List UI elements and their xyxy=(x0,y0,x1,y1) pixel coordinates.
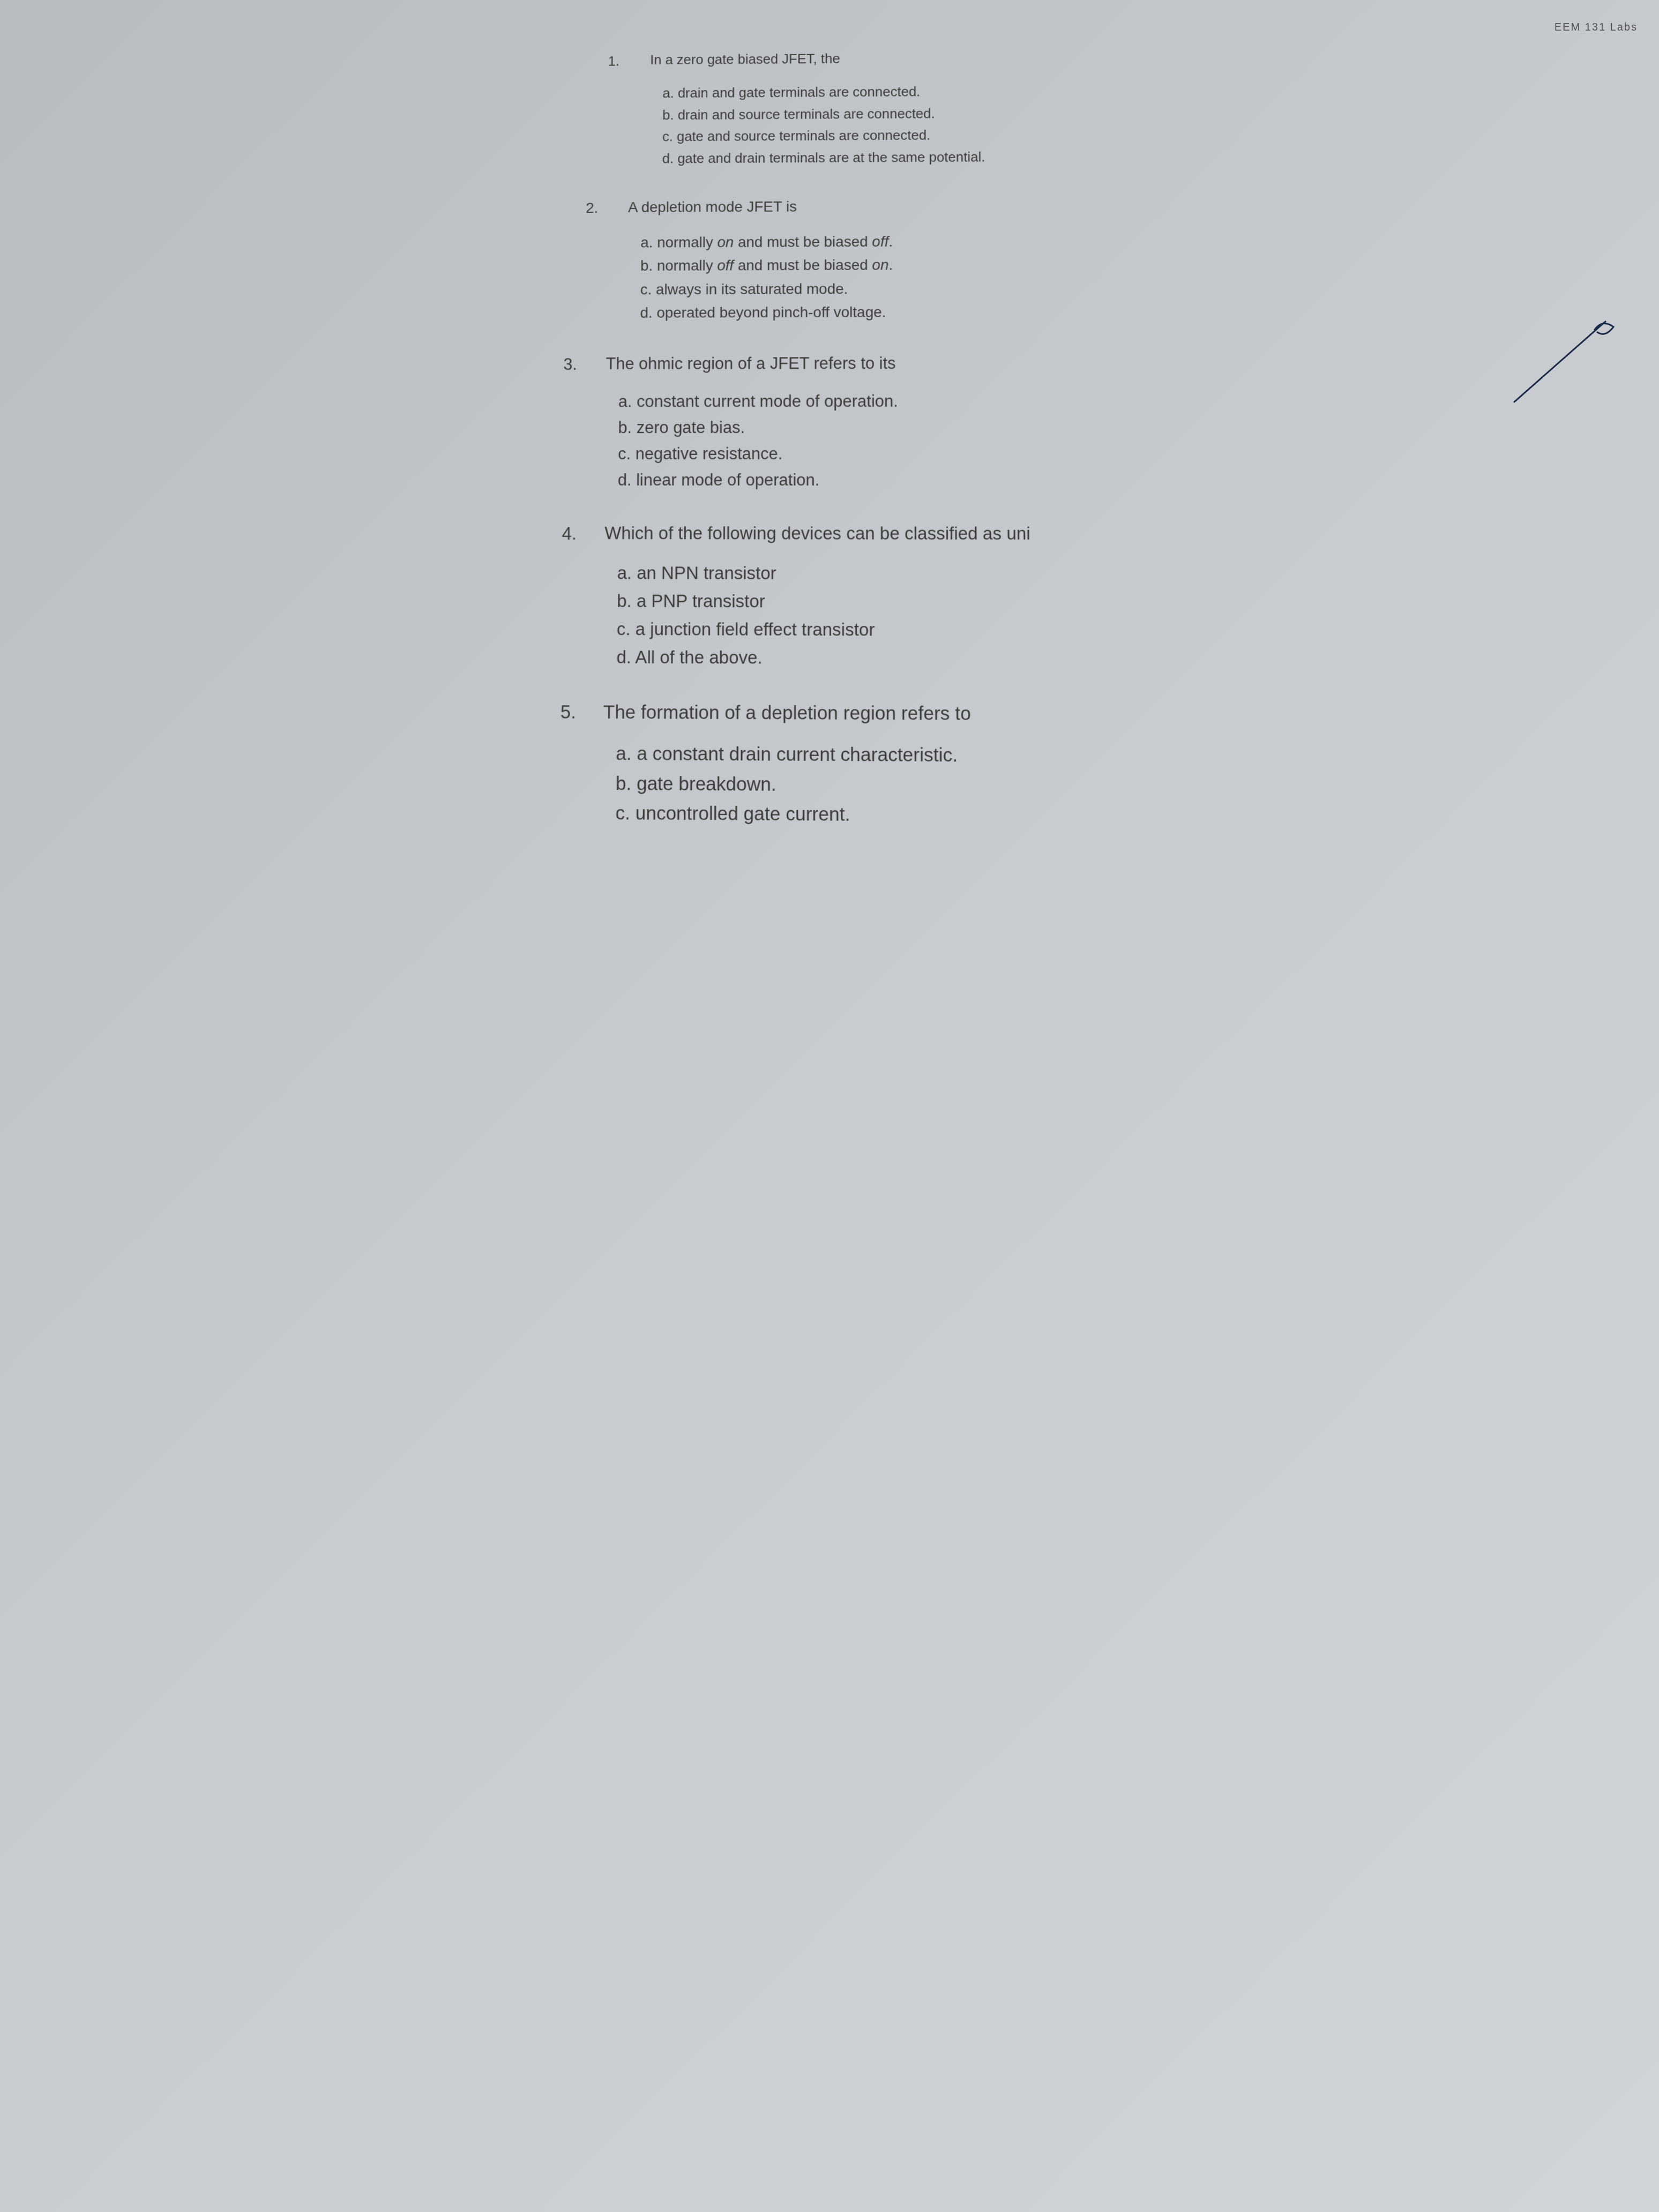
question-number: 1. xyxy=(608,51,651,70)
question-number: 2. xyxy=(586,197,628,216)
option-c: c. gate and source terminals are connect… xyxy=(662,125,1096,147)
question-content: A depletion mode JFET is a. normally on … xyxy=(627,195,1098,326)
option-a: a. a constant drain current characterist… xyxy=(616,740,1101,770)
question-stem: In a zero gate biased JFET, the xyxy=(650,48,1095,69)
pen-stroke xyxy=(1514,322,1613,402)
question-block: 4. Which of the following devices can be… xyxy=(561,521,1101,674)
question-block: 2. A depletion mode JFET is a. normally … xyxy=(564,195,1097,326)
question-block: 3. The ohmic region of a JFET refers to … xyxy=(562,352,1099,495)
option-c: c. a junction field effect transistor xyxy=(617,616,1101,644)
option-d: d. linear mode of operation. xyxy=(618,468,1099,492)
option-a: a. an NPN transistor xyxy=(617,560,1100,587)
question-options: a. drain and gate terminals are connecte… xyxy=(649,81,1096,169)
questions-page: 1. In a zero gate biased JFET, the a. dr… xyxy=(559,48,1102,833)
option-c: c. uncontrolled gate current. xyxy=(615,800,1102,831)
option-b: b. a PNP transistor xyxy=(617,588,1100,615)
option-b: b. gate breakdown. xyxy=(616,770,1102,801)
question-content: Which of the following devices can be cl… xyxy=(603,521,1101,674)
option-d: d. gate and drain terminals are at the s… xyxy=(662,147,1096,169)
header-fragment: EEM 131 Labs xyxy=(11,21,1648,34)
option-b: b. zero gate bias. xyxy=(618,415,1098,440)
option-a: a. constant current mode of operation. xyxy=(618,389,1098,414)
page-container: EEM 131 Labs 1. In a zero gate biased JF… xyxy=(11,21,1648,826)
question-stem: Which of the following devices can be cl… xyxy=(604,521,1100,546)
question-block: 1. In a zero gate biased JFET, the a. dr… xyxy=(565,48,1096,171)
question-number: 3. xyxy=(563,353,606,374)
question-stem: A depletion mode JFET is xyxy=(628,195,1097,217)
question-block: 5. The formation of a depletion region r… xyxy=(559,699,1102,833)
option-a: a. normally on and must be biased off. xyxy=(640,230,1097,253)
option-c: c. negative resistance. xyxy=(618,442,1099,466)
question-stem: The formation of a depletion region refe… xyxy=(603,699,1101,727)
option-b: b. drain and source terminals are connec… xyxy=(662,103,1096,125)
question-content: The formation of a depletion region refe… xyxy=(602,699,1102,833)
question-options: a. normally on and must be biased off. b… xyxy=(627,230,1098,324)
question-number: 4. xyxy=(562,521,604,544)
question-options: a. constant current mode of operation. b… xyxy=(605,389,1099,492)
option-d: d. All of the above. xyxy=(616,644,1101,671)
question-options: a. a constant drain current characterist… xyxy=(602,740,1102,831)
question-content: The ohmic region of a JFET refers to its… xyxy=(605,352,1099,495)
question-content: In a zero gate biased JFET, the a. drain… xyxy=(649,48,1096,171)
option-c: c. always in its saturated mode. xyxy=(640,278,1097,301)
option-b: b. normally off and must be biased on. xyxy=(640,254,1097,277)
pen-mark-icon xyxy=(1509,311,1627,418)
option-a: a. drain and gate terminals are connecte… xyxy=(662,81,1095,103)
question-options: a. an NPN transistor b. a PNP transistor… xyxy=(603,560,1101,671)
question-number: 5. xyxy=(561,699,603,723)
option-d: d. operated beyond pinch-off voltage. xyxy=(640,301,1097,324)
question-stem: The ohmic region of a JFET refers to its xyxy=(606,352,1098,375)
